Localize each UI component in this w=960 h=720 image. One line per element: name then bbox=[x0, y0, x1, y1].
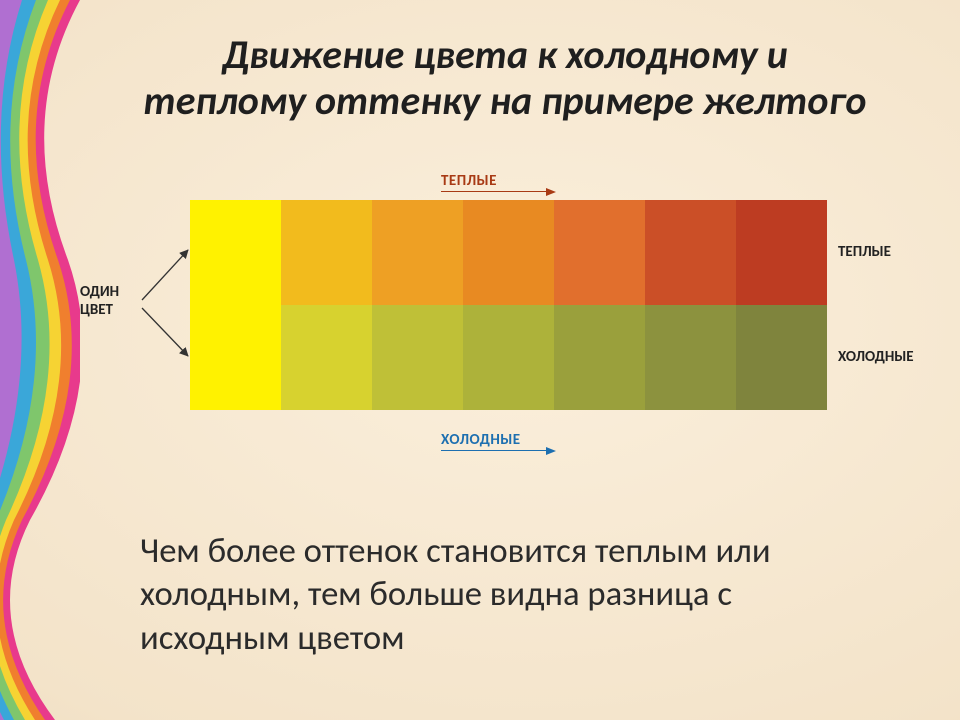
color-chart bbox=[190, 200, 827, 410]
cold-cell-0 bbox=[190, 305, 281, 410]
cold-cell-2 bbox=[372, 305, 463, 410]
left-label-one-color: ОДИН ЦВЕТ bbox=[80, 283, 150, 319]
warm-cell-3 bbox=[463, 200, 554, 305]
rainbow-decoration bbox=[0, 0, 80, 720]
right-label-warm: ТЕПЛЫЕ bbox=[838, 243, 891, 261]
cold-cell-6 bbox=[736, 305, 827, 410]
body-line-2: холодным, тем больше видна разница с bbox=[140, 573, 890, 616]
body-text: Чем более оттенок становится теплым или … bbox=[140, 530, 890, 660]
slide-title: Движение цвета к холодному и теплому отт… bbox=[90, 32, 920, 124]
cold-cell-1 bbox=[281, 305, 372, 410]
warm-cell-6 bbox=[736, 200, 827, 305]
warm-cell-2 bbox=[372, 200, 463, 305]
cold-cell-3 bbox=[463, 305, 554, 410]
left-label-line-2: ЦВЕТ bbox=[80, 301, 150, 319]
left-label-line-1: ОДИН bbox=[80, 283, 150, 301]
row-warm bbox=[190, 200, 827, 305]
title-line-2: теплому оттенку на примере желтого bbox=[90, 78, 920, 124]
cold-cell-4 bbox=[554, 305, 645, 410]
body-line-1: Чем более оттенок становится теплым или bbox=[140, 530, 890, 573]
body-line-3: исходным цветом bbox=[140, 617, 890, 660]
cold-cell-5 bbox=[645, 305, 736, 410]
slide-stage: Движение цвета к холодному и теплому отт… bbox=[0, 0, 960, 720]
warm-cell-0 bbox=[190, 200, 281, 305]
top-label-warm: ТЕПЛЫЕ bbox=[441, 172, 497, 190]
row-cold bbox=[190, 305, 827, 410]
warm-cell-4 bbox=[554, 200, 645, 305]
bottom-label-cold: ХОЛОДНЫЕ bbox=[441, 431, 521, 449]
title-line-1: Движение цвета к холодному и bbox=[90, 32, 920, 78]
warm-cell-5 bbox=[645, 200, 736, 305]
warm-cell-1 bbox=[281, 200, 372, 305]
right-label-cold: ХОЛОДНЫЕ bbox=[838, 348, 914, 366]
